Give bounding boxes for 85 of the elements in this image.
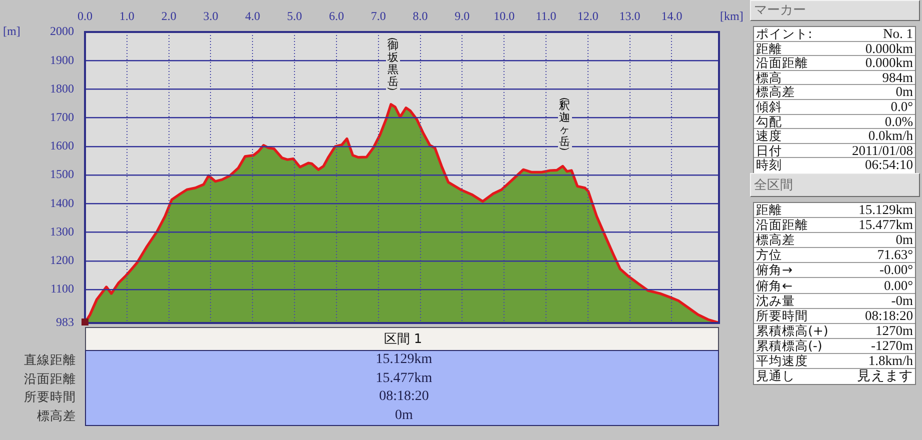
- text: 見えます: [857, 368, 913, 384]
- y-tick-label: 1800: [50, 81, 74, 96]
- text: 距離: [756, 40, 782, 56]
- y-tick-label: 1400: [50, 196, 74, 210]
- y-tick-label: 983: [56, 315, 74, 330]
- text: 全区間: [754, 176, 793, 194]
- text: -1270m: [871, 338, 913, 353]
- x-tick-label: 1.0: [119, 8, 134, 23]
- text: -0m: [891, 292, 913, 308]
- text: 標高差: [756, 84, 795, 100]
- x-tick-label: 3.0: [203, 8, 218, 23]
- text: 直線距離: [24, 351, 76, 368]
- text: 標高: [756, 70, 782, 85]
- text: 08:18:20: [864, 308, 913, 323]
- y-tick-label: 1700: [50, 110, 74, 124]
- text: 1.8km/h: [868, 353, 913, 368]
- text: 984m: [882, 70, 913, 85]
- text: -0.00°: [879, 262, 913, 278]
- text: ポイント:: [756, 26, 812, 41]
- text: 方位: [756, 247, 782, 262]
- text: 勾配: [756, 114, 782, 129]
- text: 2011/01/08: [852, 142, 913, 158]
- text: 0.0%: [884, 114, 913, 129]
- text: 1270m: [875, 322, 913, 338]
- x-tick-label: 2.0: [161, 8, 176, 23]
- text: 日付: [756, 142, 782, 158]
- text: マーカー: [754, 2, 806, 19]
- text: 0m: [896, 84, 913, 100]
- annotation: （釈迦ヶ岳）: [558, 90, 572, 159]
- x-tick-label: 4.0: [245, 8, 260, 23]
- text: 06:54:10: [864, 157, 913, 172]
- text: 15.129km: [376, 351, 432, 368]
- text: 累積標高(+): [756, 322, 828, 338]
- y-tick-label: 1300: [50, 224, 74, 238]
- y-tick-label: 1900: [50, 52, 74, 67]
- text: 時刻: [756, 157, 782, 172]
- x-tick-label: 12.0: [577, 8, 598, 23]
- x-axis-title: [km]: [720, 9, 744, 24]
- text: 0m: [395, 406, 413, 424]
- text: 標高差: [37, 406, 76, 424]
- text: 速度: [756, 128, 782, 144]
- annotation: （御坂黒岳）: [386, 30, 400, 98]
- text: 所要時間: [24, 388, 76, 405]
- x-tick-label: 8.0: [412, 8, 428, 23]
- text: 俯角→: [756, 262, 792, 278]
- y-axis-title: [m]: [3, 24, 20, 39]
- x-tick-label: 11.0: [536, 8, 556, 23]
- y-tick-label: 1100: [50, 282, 74, 296]
- text: 15.477km: [858, 217, 913, 232]
- x-tick-label: 13.0: [619, 8, 640, 23]
- text: 0.0°: [890, 99, 913, 114]
- x-tick-label: 5.0: [287, 8, 302, 23]
- y-tick-label: 1600: [50, 138, 74, 153]
- text: 15.129km: [858, 202, 913, 218]
- y-tick-label: 1200: [50, 253, 74, 268]
- x-tick-label: 6.0: [328, 8, 344, 23]
- text: 平均速度: [756, 353, 808, 368]
- text: 0.0km/h: [868, 128, 913, 144]
- text: 距離: [756, 202, 782, 218]
- text: 0.000km: [865, 40, 913, 56]
- text: 15.477km: [376, 370, 432, 386]
- text: 傾斜: [756, 99, 782, 114]
- text: 累積標高(-): [756, 338, 822, 353]
- x-tick-label: 0.0: [78, 8, 92, 23]
- text: 0m: [896, 232, 913, 248]
- text: 0.000km: [865, 55, 913, 70]
- text: 見通し: [756, 368, 795, 384]
- x-tick-label: 9.0: [454, 8, 470, 23]
- y-tick-label: 1500: [50, 167, 74, 182]
- text: 俯角←: [756, 278, 792, 293]
- x-tick-label: 10.0: [494, 8, 515, 23]
- text: No. 1: [883, 26, 913, 41]
- text: 沿面距離: [24, 370, 76, 386]
- text: 所要時間: [756, 308, 808, 323]
- text: 沿面距離: [756, 217, 808, 232]
- text: 71.63°: [877, 247, 913, 262]
- y-tick-label: 2000: [50, 24, 74, 38]
- text: 沿面距離: [756, 55, 808, 70]
- x-tick-label: 14.0: [661, 8, 682, 23]
- text: 0.00°: [884, 278, 913, 293]
- text: 区間 1: [384, 331, 422, 348]
- text: 沈み量: [756, 292, 795, 308]
- text: 08:18:20: [379, 388, 429, 405]
- text: 標高差: [756, 232, 795, 248]
- x-tick-label: 7.0: [370, 8, 386, 23]
